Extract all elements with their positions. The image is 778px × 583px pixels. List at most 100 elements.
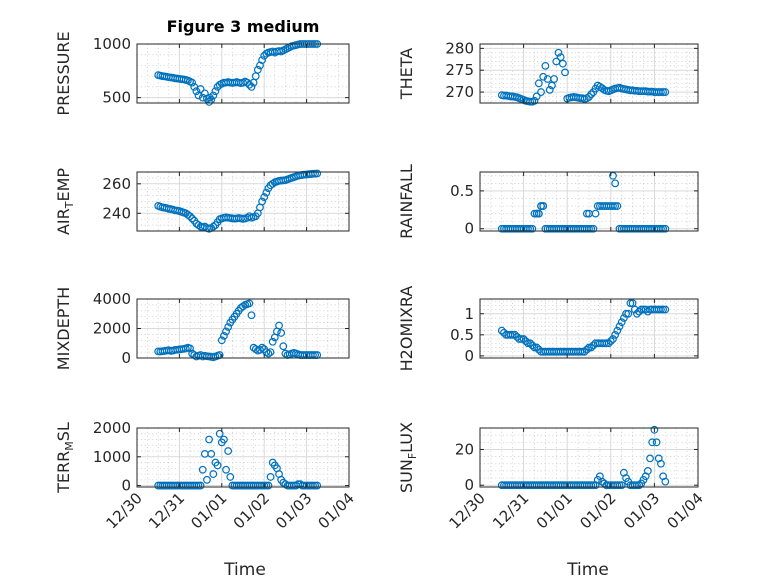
data-point — [548, 81, 556, 90]
data-point — [524, 224, 532, 233]
panel-5: 0 2000 4000 MIXDEPTH — [54, 287, 350, 370]
data-point — [633, 309, 641, 318]
data-point — [624, 309, 633, 318]
data-point — [264, 349, 273, 358]
data-point — [266, 473, 275, 481]
data-point — [519, 335, 528, 343]
y-tick-label: 0 — [464, 347, 474, 365]
data-point — [609, 335, 617, 343]
y-tick-label: 0 — [464, 220, 474, 238]
data-point — [587, 481, 596, 490]
axes-outline — [479, 427, 699, 488]
data-point — [194, 481, 203, 490]
data-point — [617, 318, 626, 327]
y-tick-label: 0 — [121, 349, 131, 367]
data-point — [279, 342, 288, 351]
data-point — [589, 224, 598, 233]
data-point — [196, 481, 205, 490]
data-point — [528, 224, 537, 233]
data-point — [537, 88, 545, 96]
data-point — [262, 348, 271, 357]
data-point — [580, 347, 589, 356]
data-point — [582, 345, 591, 354]
y-tick-label: 500 — [102, 89, 131, 107]
data-point — [517, 335, 526, 343]
data-point — [226, 473, 235, 481]
y-tick-label: 1 — [464, 305, 474, 323]
data-point — [186, 212, 194, 221]
data-point — [209, 470, 218, 478]
data-point — [561, 68, 569, 77]
data-point — [203, 475, 211, 484]
data-point — [260, 481, 269, 490]
y-tick-label: 1000 — [93, 35, 131, 53]
y-tick-label: 275 — [445, 61, 474, 79]
panel-6: 0 0.5 1 H2OMIXRA — [397, 286, 699, 371]
data-point — [661, 305, 670, 314]
data-point — [587, 343, 596, 352]
data-point — [247, 311, 256, 320]
data-point — [213, 461, 222, 470]
data-point — [532, 92, 541, 101]
axes-outline — [136, 43, 350, 104]
data-point — [659, 224, 668, 233]
data-point — [646, 454, 654, 463]
data-point — [264, 481, 273, 490]
x-axis-label-right: Time — [566, 560, 609, 580]
data-point — [537, 202, 545, 210]
y-tick-label: 2000 — [93, 419, 131, 437]
data-point — [188, 214, 197, 223]
x-axis-label-left: Time — [223, 560, 266, 580]
data-point — [633, 481, 641, 490]
data-point — [215, 429, 224, 438]
data-point — [277, 329, 286, 337]
y-axis-label: AIRTEMP — [54, 168, 76, 235]
data-point — [207, 450, 216, 458]
data-point — [275, 321, 283, 330]
data-point — [587, 90, 596, 99]
y-tick-label: 0 — [464, 476, 474, 494]
y-tick-label: 270 — [445, 83, 474, 101]
y-axis-label: SUNFLUX — [397, 422, 419, 493]
y-tick-label: 0 — [121, 477, 131, 495]
y-tick-label: 0.5 — [450, 182, 474, 200]
data-point — [622, 309, 630, 318]
data-point — [220, 331, 228, 340]
data-point — [585, 209, 593, 218]
data-point — [211, 87, 220, 96]
data-point — [313, 481, 322, 490]
data-point — [606, 337, 615, 346]
panel-4: 0 0.5 RAINFALL — [397, 164, 699, 239]
data-point — [524, 339, 532, 348]
data-point — [192, 481, 201, 490]
y-tick-label: 1000 — [93, 448, 131, 466]
data-point — [652, 438, 661, 447]
y-tick-label: 240 — [102, 204, 131, 222]
data-point — [239, 302, 247, 311]
data-point — [613, 481, 622, 490]
data-point — [268, 337, 277, 346]
axes-outline — [479, 171, 699, 232]
data-point — [205, 435, 213, 444]
data-point — [611, 330, 620, 339]
data-point — [258, 197, 266, 206]
data-point — [262, 481, 271, 490]
y-axis-label: TERRMSL — [54, 422, 76, 494]
data-point — [528, 341, 537, 350]
y-axis-label: MIXDEPTH — [54, 287, 73, 370]
data-point — [615, 322, 624, 331]
data-point — [196, 85, 205, 93]
data-point — [530, 209, 539, 218]
data-point — [617, 481, 626, 490]
data-point — [198, 465, 207, 474]
data-point — [209, 91, 218, 100]
data-point — [659, 305, 668, 314]
data-point — [217, 336, 226, 345]
data-point — [534, 79, 543, 88]
data-point — [554, 48, 563, 57]
data-point — [245, 80, 254, 89]
chart-title: Figure 3 medium — [167, 17, 320, 36]
data-point — [311, 481, 319, 490]
data-point — [650, 425, 659, 434]
